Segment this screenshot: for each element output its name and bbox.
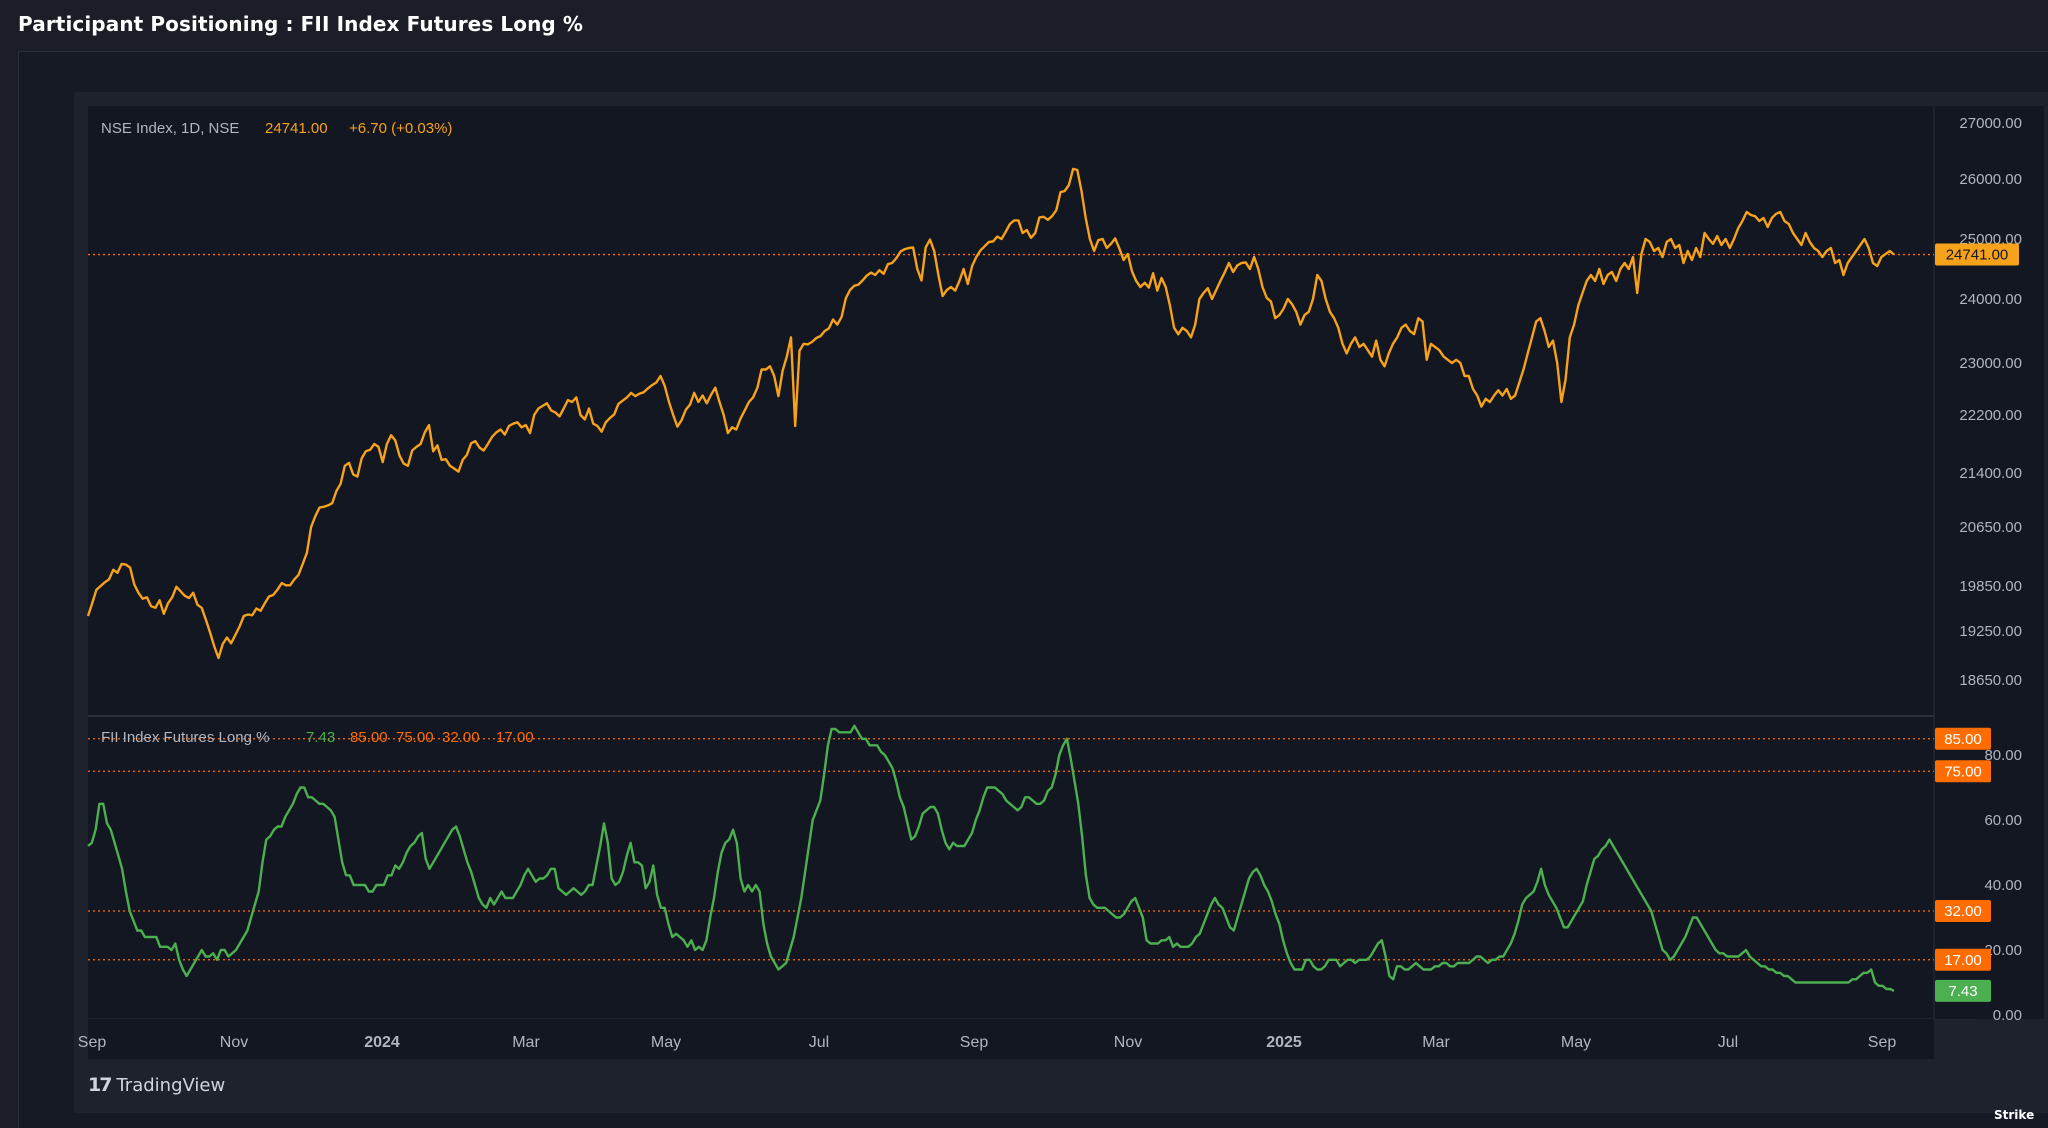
level-badge-background: [1935, 727, 1991, 750]
tradingview-logo[interactable]: 17 TradingView: [88, 1074, 225, 1096]
price-axis-tick-label: 20650.00: [1959, 519, 2022, 536]
last-price-badge-text: 24741.00: [1946, 247, 2009, 264]
tradingview-widget[interactable]: 27000.00 26000.00 25000.00 24000.00 23000.00…: [74, 92, 2048, 1113]
fii-last-value-badge-text: 7.43: [1948, 983, 1977, 1000]
indicator-axis-tick-label: 80.00: [1984, 747, 2022, 764]
time-axis-tick-label: Jul: [809, 1034, 829, 1051]
time-scale[interactable]: [88, 1019, 1934, 1059]
index-legend-change: +6.70 (+0.03%): [349, 120, 452, 137]
level-badge-background: [1935, 760, 1991, 783]
last-price-badge-background: [1935, 243, 2019, 266]
price-axis-tick-label: 23000.00: [1959, 355, 2022, 372]
indicator-axis-tick-label: 60.00: [1984, 812, 2022, 829]
price-axis-tick-label: 19850.00: [1959, 578, 2022, 595]
level-badge-background: [1935, 948, 1991, 971]
level-badge-text: 75.00: [1944, 763, 1982, 780]
indicator-axis-tick-label: 20.00: [1984, 942, 2022, 959]
time-axis-tick-label: Sep: [1868, 1034, 1897, 1051]
index-legend-symbol[interactable]: NSE Index, 1D, NSE: [101, 120, 239, 137]
level-badge-text: 17.00: [1944, 952, 1982, 969]
level-badge: 17.00: [1935, 948, 1991, 971]
last-price-badge: 24741.00: [1935, 243, 2019, 266]
time-axis-tick-label: 2025: [1266, 1034, 1302, 1051]
time-axis-tick-label: Mar: [512, 1034, 540, 1051]
level-badge: 85.00: [1935, 727, 1991, 750]
time-axis-tick-label: Jul: [1718, 1034, 1738, 1051]
price-axis-tick-label: 27000.00: [1959, 115, 2022, 132]
fii-long-series-line[interactable]: [87, 724, 1895, 992]
fii-legend-value: 32.00: [442, 729, 480, 746]
indicator-axis-tick-label: 0.00: [1993, 1007, 2022, 1024]
time-axis-tick-label: Sep: [78, 1034, 107, 1051]
time-axis-tick-label: May: [1561, 1034, 1591, 1051]
level-badge: 32.00: [1935, 900, 1991, 922]
price-axis-tick-label: 19250.00: [1959, 623, 2022, 640]
fii-legend-value: 75.00: [396, 729, 434, 746]
time-axis-tick-label: 2024: [364, 1034, 400, 1051]
fii-last-value-badge-background: [1935, 979, 1991, 1002]
title-divider: [18, 51, 2048, 52]
level-badge-text: 85.00: [1944, 731, 1982, 748]
tradingview-logo-text: TradingView: [116, 1074, 226, 1096]
price-axis-tick-label: 22200.00: [1959, 407, 2022, 424]
page-title: Participant Positioning : FII Index Futu…: [18, 12, 584, 36]
level-badge-text: 32.00: [1944, 903, 1982, 920]
price-axis-tick-label: 26000.00: [1959, 171, 2022, 188]
level-badge: 75.00: [1935, 760, 1991, 783]
chart-canvas[interactable]: 27000.0026000.0025000.0024000.0023000.00…: [74, 92, 2048, 1113]
fii-legend-value: 7.43: [306, 729, 335, 746]
fii-last-value-badge: 7.43: [1935, 979, 1991, 1002]
tradingview-logo-icon: 17: [88, 1074, 112, 1096]
indicator-axis-tick-label: 40.00: [1984, 877, 2022, 894]
time-axis-tick-label: May: [651, 1034, 681, 1051]
fii-legend-value: 17.00: [496, 729, 534, 746]
time-axis-tick-label: Sep: [960, 1034, 989, 1051]
nse-index-series-line[interactable]: [86, 167, 1895, 660]
fii-legend-value: 85.00: [350, 729, 388, 746]
price-pane[interactable]: [88, 106, 1934, 716]
index-legend-last: 24741.00: [265, 120, 328, 137]
fii-legend-name[interactable]: FII Index Futures Long %: [101, 729, 269, 746]
price-axis-tick-label: 18650.00: [1959, 672, 2022, 689]
price-axis-tick-label: 24000.00: [1959, 291, 2022, 308]
indicator-pane[interactable]: [88, 716, 1934, 1019]
price-axis-tick-label: 21400.00: [1959, 465, 2022, 482]
time-axis-tick-label: Nov: [220, 1034, 248, 1051]
strike-watermark: Strike: [1994, 1108, 2035, 1122]
time-axis-tick-label: Nov: [1114, 1034, 1142, 1051]
level-badge-background: [1935, 900, 1991, 922]
time-axis-tick-label: Mar: [1422, 1034, 1450, 1051]
